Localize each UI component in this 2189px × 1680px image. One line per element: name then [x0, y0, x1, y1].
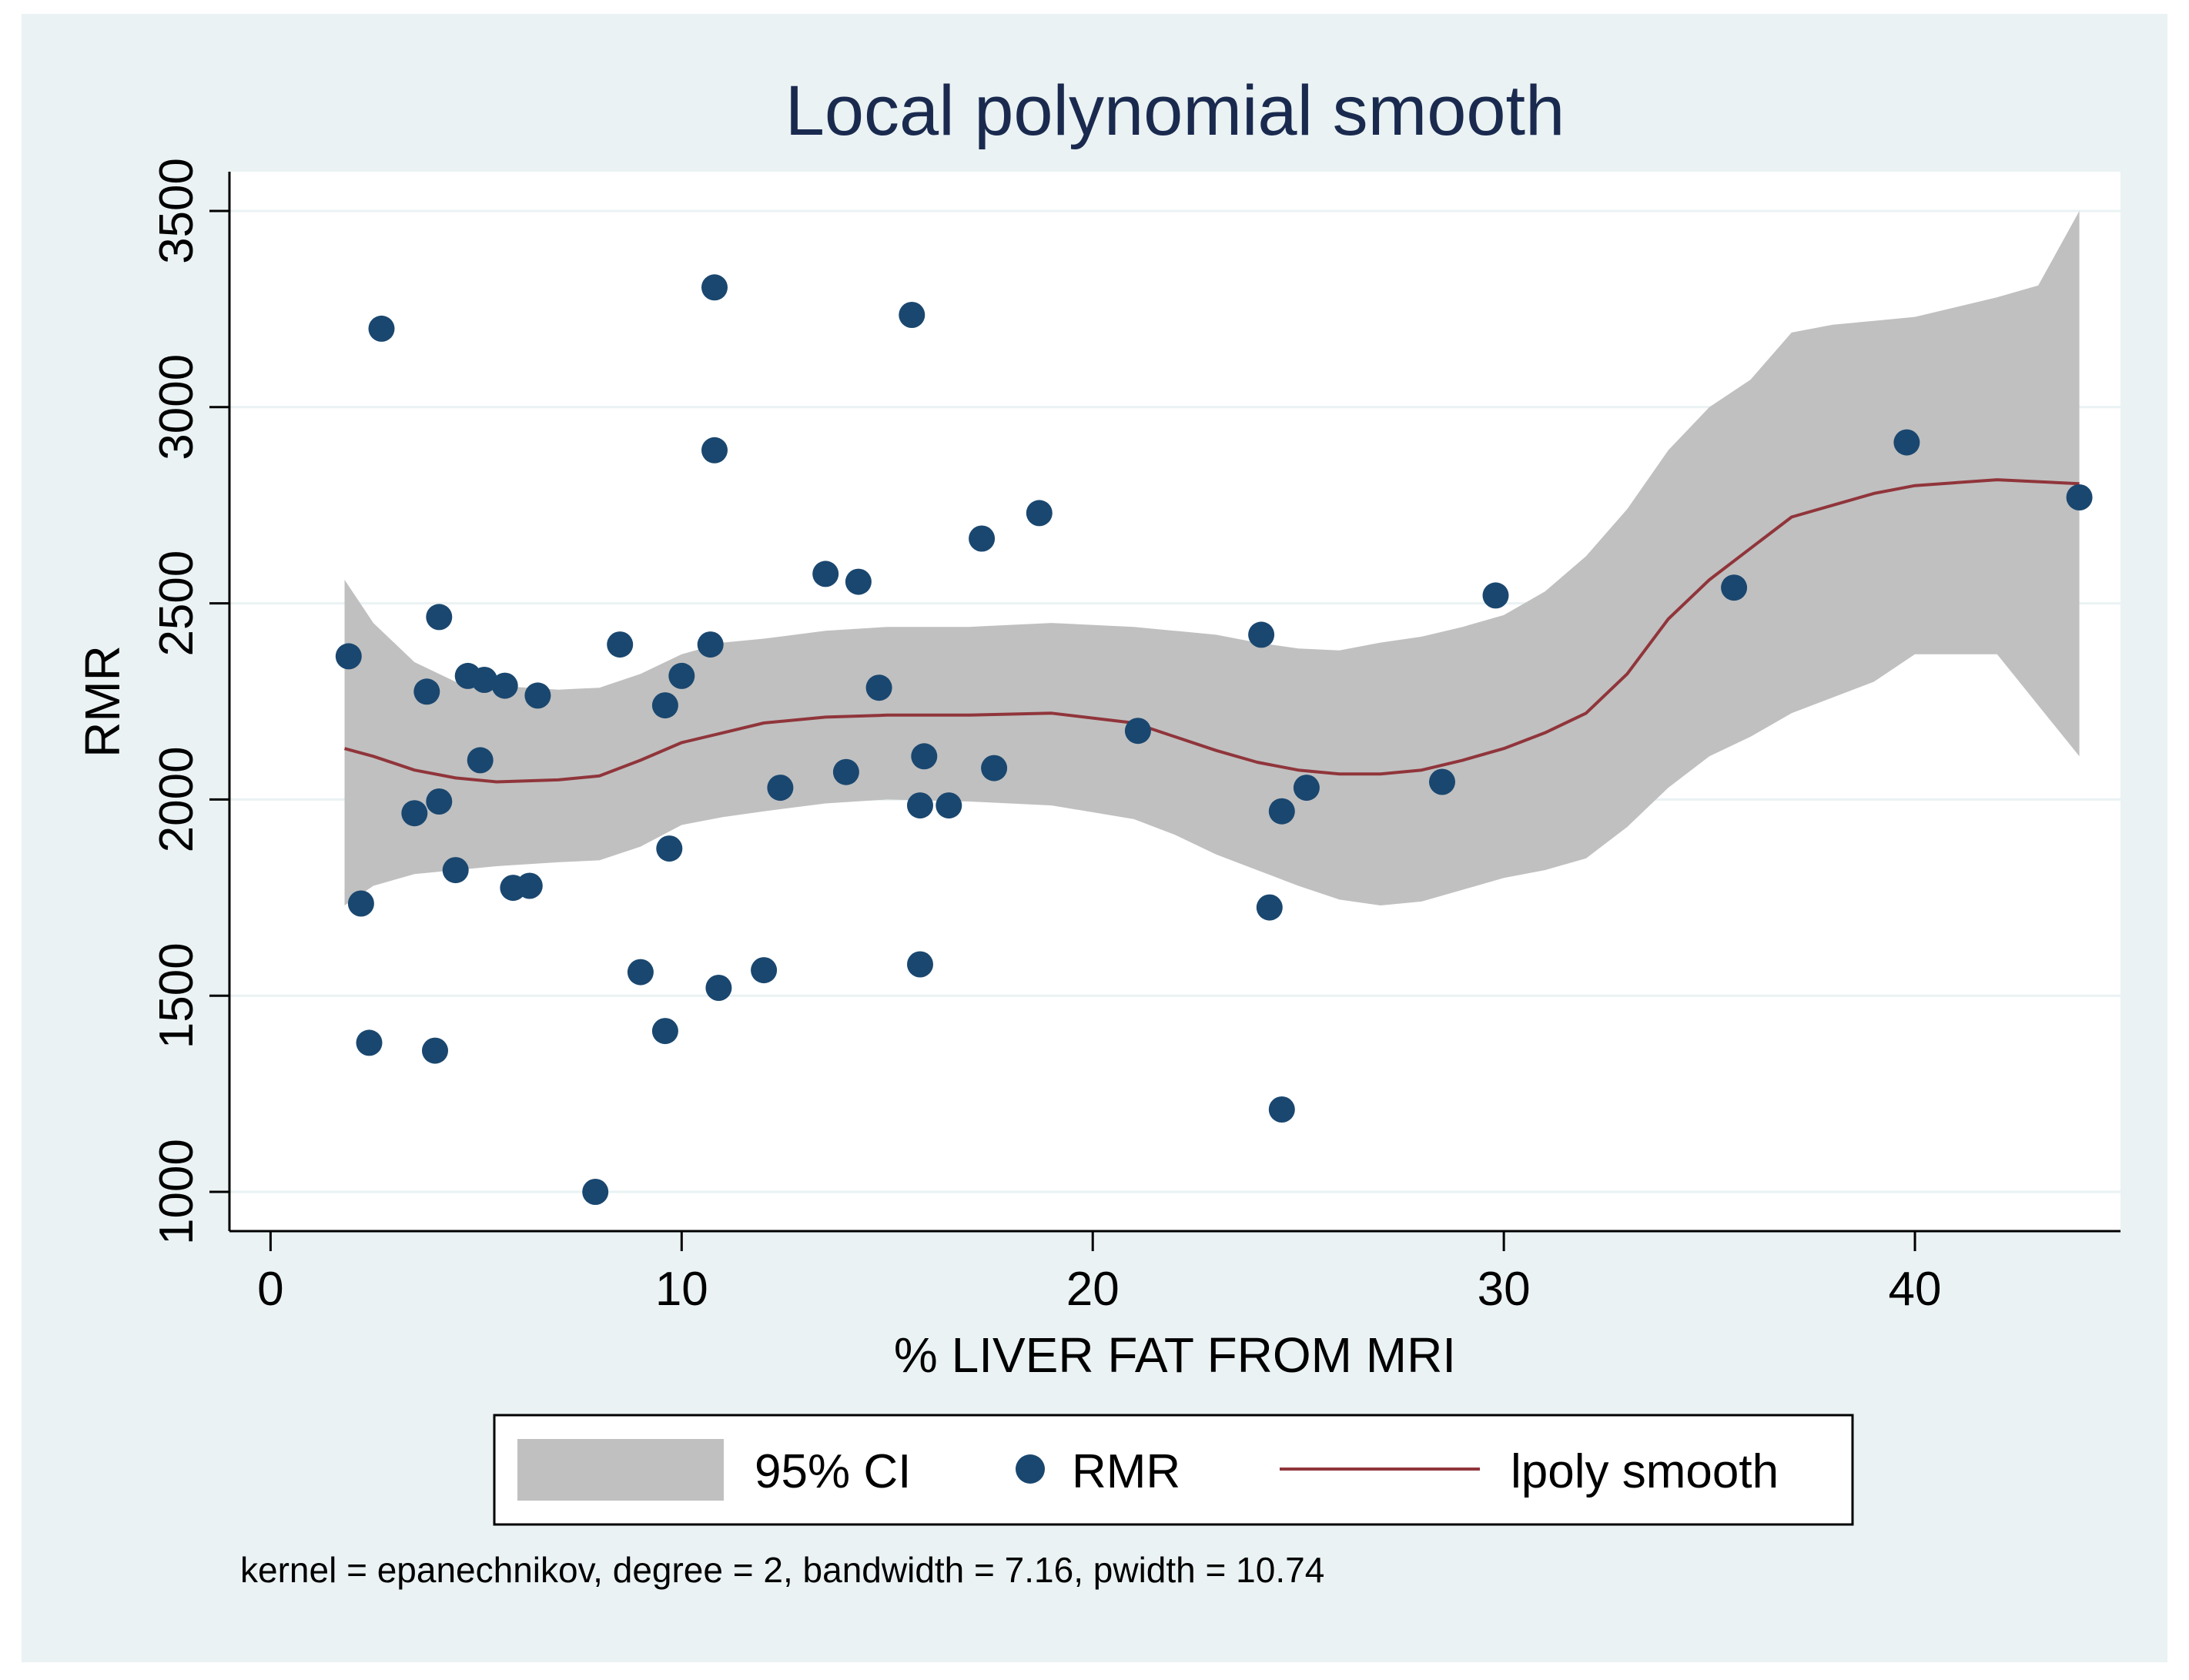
rmr-point-23	[668, 662, 695, 689]
x-tick-label-0: 0	[257, 1263, 283, 1316]
rmr-point-40	[981, 755, 1008, 781]
rmr-point-19	[627, 959, 654, 986]
rmr-point-5	[413, 678, 440, 705]
rmr-point-51	[1893, 429, 1920, 456]
rmr-point-42	[1124, 718, 1151, 745]
rmr-point-34	[899, 302, 925, 328]
rmr-point-45	[1268, 798, 1295, 825]
rmr-point-9	[442, 857, 469, 884]
rmr-point-0	[335, 643, 362, 670]
rmr-point-52	[2066, 484, 2093, 510]
rmr-point-38	[936, 792, 962, 819]
y-tick-label-3500: 3500	[150, 158, 203, 264]
rmr-point-3	[368, 315, 395, 342]
y-tick-label-1000: 1000	[150, 1139, 203, 1245]
rmr-point-44	[1256, 894, 1283, 921]
rmr-point-28	[751, 957, 778, 984]
rmr-point-25	[701, 274, 728, 301]
rmr-point-29	[767, 775, 794, 802]
rmr-point-39	[969, 525, 996, 552]
y-axis-label: RMR	[75, 645, 130, 758]
rmr-point-7	[426, 604, 453, 631]
rmr-point-20	[651, 692, 678, 719]
rmr-point-31	[832, 758, 859, 785]
rmr-point-12	[471, 667, 497, 693]
y-tick-label-3000: 3000	[150, 354, 203, 460]
x-tick-label-40: 40	[1889, 1263, 1942, 1316]
y-tick-label-2500: 2500	[150, 551, 203, 657]
rmr-point-37	[911, 743, 938, 770]
rmr-point-22	[656, 835, 683, 862]
smooth-line-layer	[343, 478, 2080, 784]
rmr-point-36	[907, 792, 933, 819]
rmr-point-30	[812, 561, 839, 587]
rmr-point-15	[516, 872, 543, 899]
x-axis-label: % LIVER FAT FROM MRI	[894, 1327, 1456, 1383]
legend-rmr-marker	[1016, 1454, 1045, 1484]
rmr-point-26	[701, 437, 728, 464]
y-tick-label-1500: 1500	[150, 942, 203, 1049]
rmr-point-16	[524, 682, 551, 709]
rmr-point-13	[491, 672, 518, 699]
legend-ci-label: 95% CI	[755, 1445, 911, 1498]
legend-rmr-label: RMR	[1072, 1445, 1180, 1498]
legend-line-label: lpoly smooth	[1511, 1445, 1779, 1498]
rmr-point-2	[356, 1029, 383, 1056]
x-tick-label-10: 10	[655, 1263, 708, 1316]
rmr-point-48	[1429, 768, 1455, 795]
x-tick-label-30: 30	[1478, 1263, 1531, 1316]
rmr-point-18	[607, 631, 634, 658]
rmr-point-24	[697, 631, 724, 658]
rmr-point-11	[467, 747, 494, 774]
legend-ci-swatch	[517, 1439, 724, 1501]
rmr-point-32	[845, 568, 872, 595]
y-axis-ticks: 1000 1500 2000 2500 3000 3500	[150, 158, 229, 1245]
rmr-point-4	[401, 800, 428, 827]
rmr-point-6	[422, 1037, 448, 1064]
rmr-point-35	[907, 951, 933, 978]
rmr-point-46	[1268, 1096, 1295, 1123]
rmr-point-1	[347, 890, 374, 917]
legend: 95% CI RMR lpoly smooth	[493, 1414, 1854, 1526]
rmr-point-33	[865, 674, 892, 701]
rmr-point-27	[705, 975, 732, 1001]
rmr-point-43	[1248, 621, 1275, 648]
scatter-points-layer	[335, 274, 2093, 1205]
ci-band	[344, 211, 2080, 905]
rmr-point-50	[1721, 574, 1748, 601]
x-axis-ticks: 0 10 20 30 40	[257, 1231, 1942, 1316]
rmr-point-17	[582, 1179, 609, 1205]
x-tick-label-20: 20	[1066, 1263, 1120, 1316]
lpoly-smooth-line	[343, 478, 2080, 784]
rmr-point-41	[1026, 500, 1053, 527]
rmr-point-21	[651, 1018, 678, 1045]
chart-title: Local polynomial smooth	[785, 72, 1565, 150]
y-tick-label-2000: 2000	[150, 746, 203, 852]
rmr-point-8	[426, 788, 453, 815]
rmr-point-49	[1482, 582, 1509, 609]
rmr-point-47	[1293, 775, 1320, 802]
chart-note: kernel = epanechnikov, degree = 2, bandw…	[240, 1550, 1324, 1590]
ci-band-layer	[344, 211, 2080, 905]
